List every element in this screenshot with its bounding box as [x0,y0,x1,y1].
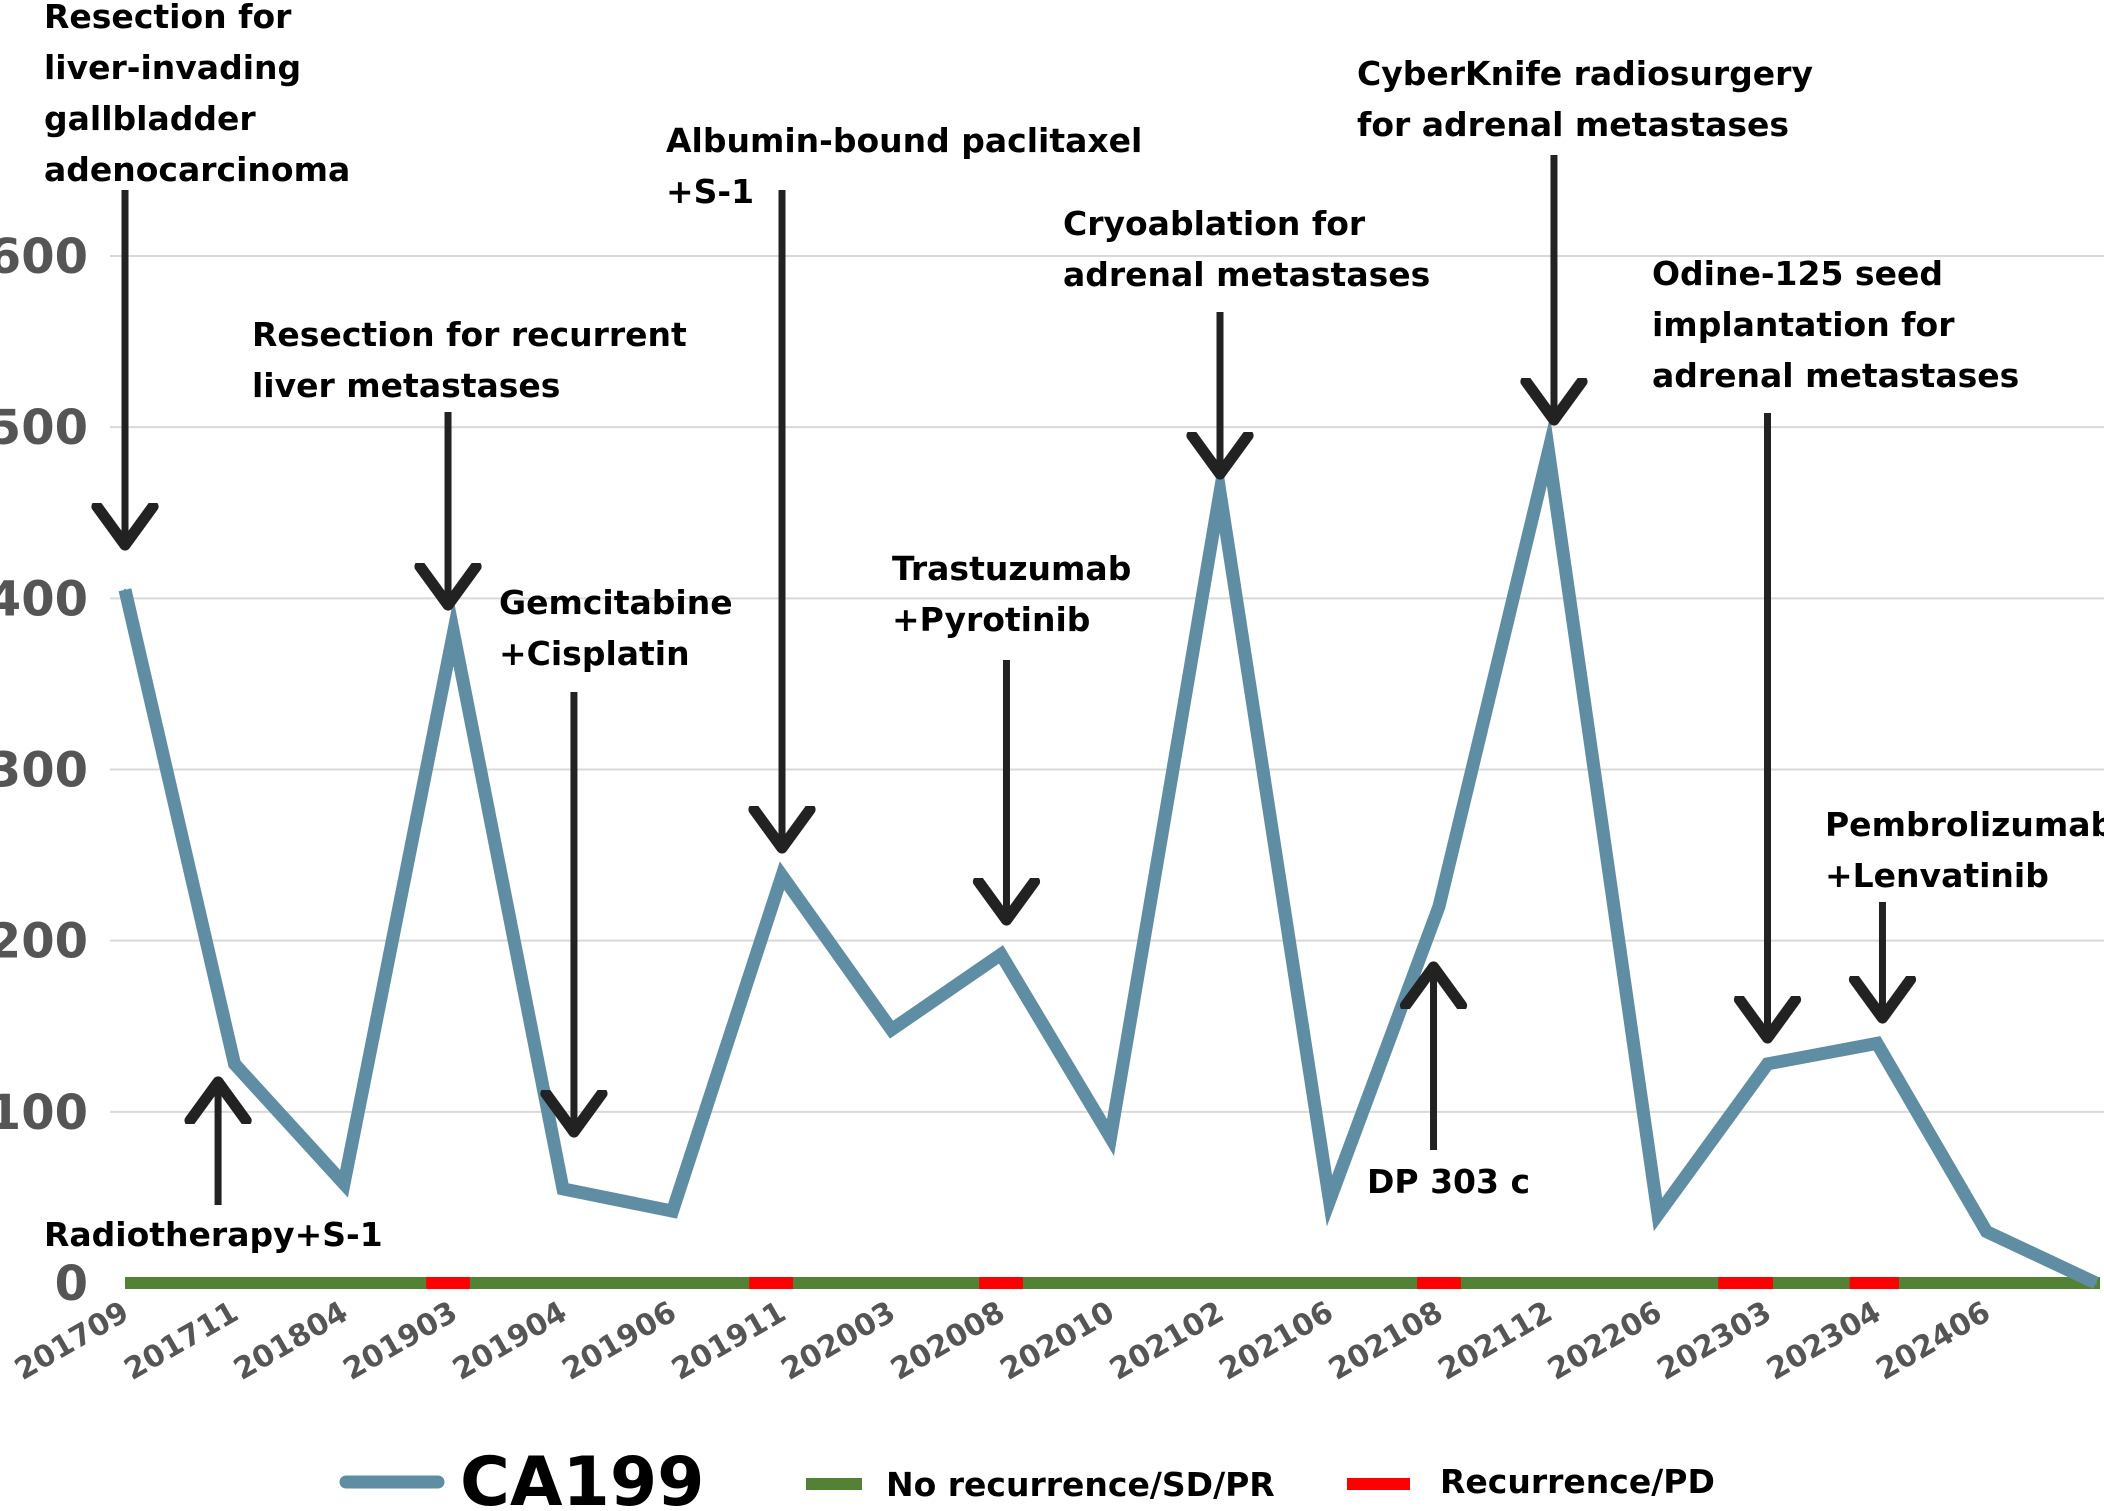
x-tick-label: 202206 [1542,1295,1668,1388]
x-tick-label: 202406 [1871,1295,1997,1388]
treatment-annotations: Resection for liver-invading gallbladder ad… [44,0,2104,1254]
annotation-label: Resection for liver-invading gallbladder ad… [44,0,350,189]
data-point [1547,450,1550,453]
data-point [233,1062,236,1065]
x-tick-label: 202106 [1214,1295,1340,1388]
x-tick-label: 201904 [447,1295,573,1388]
x-tick-label: 202304 [1761,1295,1887,1388]
data-point [2095,1282,2097,1284]
data-point [343,1182,345,1185]
legend-label: Recurrence/PD [1440,1462,1715,1501]
x-tick-label: 202010 [995,1295,1121,1388]
y-tick-label: 100 [0,1085,88,1141]
x-tick-label: 202003 [776,1295,902,1388]
annotation-label: Resection for recurrent liver metastases [252,315,687,405]
y-tick-label: 400 [0,571,88,627]
legend-item-ca199: CA199 [339,1443,704,1511]
annotation: Resection for recurrent liver metastases [252,315,687,605]
x-tick-label: 201911 [666,1295,792,1388]
annotation: Gemcitabine +Cisplatin [499,583,733,1132]
annotation: Radiotherapy+S-1 [44,1082,383,1254]
legend-label: No recurrence/SD/PR [886,1465,1275,1504]
y-tick-label: 500 [0,400,88,456]
data-point [1766,1062,1769,1065]
annotation-label: Gemcitabine +Cisplatin [499,583,733,673]
x-tick-label: 201906 [557,1295,683,1388]
annotation: Albumin-bound paclitaxel +S-1 [666,121,1142,848]
data-point [890,1028,893,1031]
annotation: Cryoablation for adrenal metastases [1063,204,1430,474]
x-tick-label: 202112 [1433,1295,1559,1388]
legend-label: CA199 [460,1443,704,1511]
y-tick-label: 0 [55,1256,88,1312]
data-point [671,1210,674,1213]
legend: CA199 No recurrence/SD/PR Recurrence/PD [339,1443,1715,1511]
annotation-label: Odine-125 seed implantation for adrenal me… [1652,254,2019,395]
x-tick-label: 201711 [119,1295,245,1388]
annotation: Pembrolizumab +Lenvatinib [1825,805,2104,1018]
y-tick-label: 300 [0,743,88,799]
y-tick-label: 200 [0,914,88,970]
annotation-label: Pembrolizumab +Lenvatinib [1825,805,2104,895]
annotation-label: Albumin-bound paclitaxel +S-1 [666,121,1142,211]
data-point [452,631,455,634]
annotation-label: DP 303 c [1367,1162,1530,1201]
x-tick-label: 201903 [338,1295,464,1388]
annotation: Trastuzumab +Pyrotinib [892,549,1131,920]
x-tick-label: 202303 [1652,1295,1778,1388]
data-point [562,1187,564,1190]
data-point [1109,1136,1112,1139]
x-tick-label: 202008 [885,1295,1011,1388]
annotation-label: Trastuzumab +Pyrotinib [892,549,1131,639]
x-tick-label: 201804 [228,1295,354,1388]
series-ca199 [118,416,2099,1289]
annotation: DP 303 c [1367,967,1530,1201]
data-point [1219,491,1221,494]
annotation: Resection for liver-invading gallbladder ad… [44,0,350,545]
data-point [1876,1042,1878,1045]
data-point [781,874,783,877]
annotation-label: Radiotherapy+S-1 [44,1215,383,1254]
y-tick-label: 600 [0,229,88,285]
data-point [1328,1199,1331,1202]
data-point [124,588,126,591]
data-point [1000,953,1002,956]
x-axis-ticks: 2017092017112018042019032019042019062019… [9,1295,1996,1388]
data-point [1657,1213,1659,1216]
legend-item-recurrence: Recurrence/PD [1347,1462,1715,1501]
data-point [1438,905,1440,908]
x-tick-label: 202108 [1323,1295,1449,1388]
y-axis-ticks: 0 100 200 300 400 500 600 [0,229,88,1312]
annotation-label: CyberKnife radiosurgery for adrenal metas… [1357,54,1813,144]
annotation: Odine-125 seed implantation for adrenal me… [1652,254,2019,1038]
annotation: CyberKnife radiosurgery for adrenal metas… [1357,54,1813,420]
x-tick-label: 202102 [1104,1295,1230,1388]
annotation-label: Cryoablation for adrenal metastases [1063,204,1430,294]
legend-item-no-recurrence: No recurrence/SD/PR [806,1465,1275,1504]
data-point [1985,1230,1988,1233]
